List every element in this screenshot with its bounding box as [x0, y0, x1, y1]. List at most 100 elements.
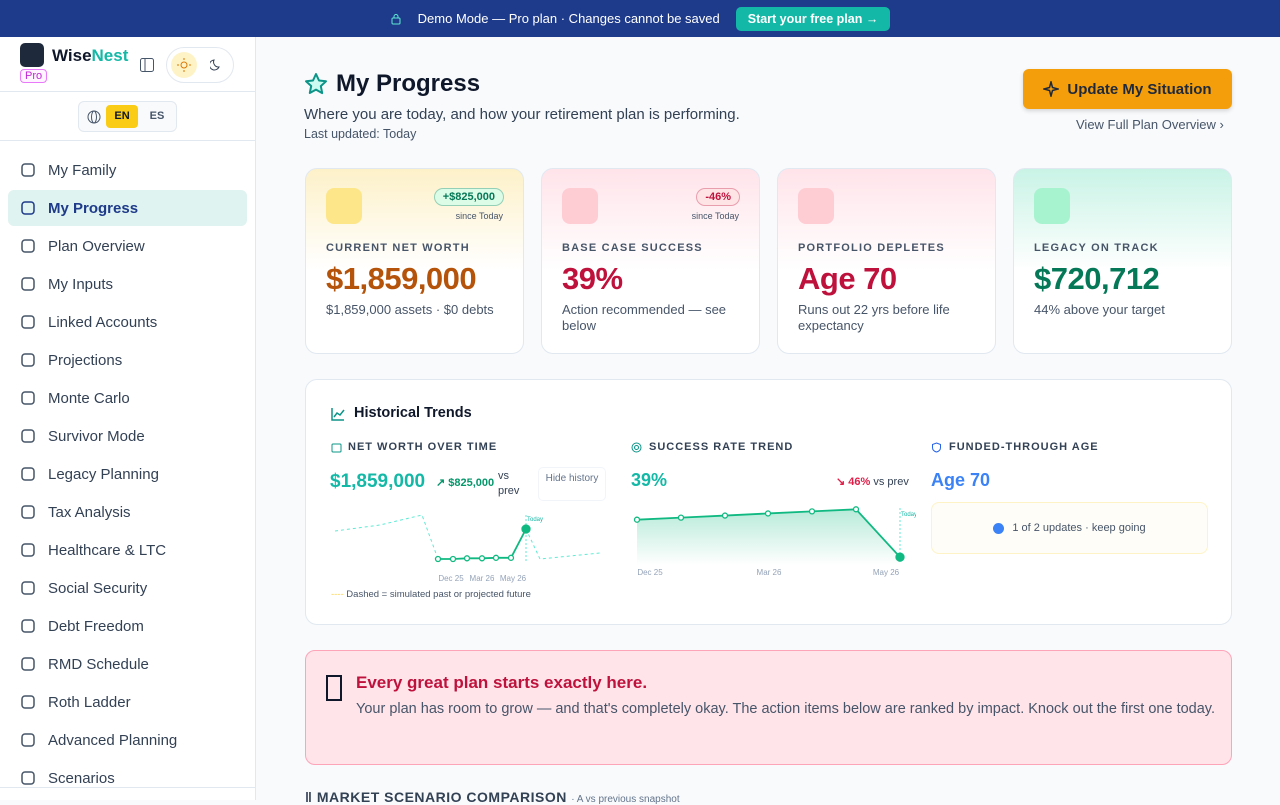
brand-b: Nest [91, 46, 129, 65]
x-label: May 26 [873, 568, 900, 577]
icon-shape [21, 201, 35, 215]
star-icon [305, 73, 327, 95]
change-note: vs prev [873, 476, 909, 488]
icon-shape [21, 163, 35, 177]
nav-item[interactable]: Roth Ladder [8, 684, 247, 720]
nav-item[interactable]: My Family [8, 152, 247, 188]
nav-icon [21, 163, 35, 177]
divider [0, 787, 255, 788]
nav-item[interactable]: RMD Schedule [8, 646, 247, 682]
nav-item[interactable]: My Progress [8, 190, 247, 226]
card-value: $720,712 [1034, 261, 1160, 296]
summary-card: BASE CASE SUCCESS 39% Action recommended —… [541, 168, 760, 354]
trend-point [434, 555, 442, 563]
nav-item[interactable]: Social Security [8, 570, 247, 606]
free-plan-button[interactable]: Start your free plan → [735, 6, 891, 31]
icon-shape [21, 619, 35, 633]
nav-item[interactable]: Advanced Planning [8, 722, 247, 758]
success-change: ↘ 46% vs prev [836, 476, 909, 488]
success-value: 39% [631, 470, 668, 490]
nav-item[interactable]: Healthcare & LTC [8, 532, 247, 568]
nav-icon [21, 657, 35, 671]
nav-label: Advanced Planning [48, 731, 178, 749]
nav-icon [21, 201, 35, 215]
nav-item[interactable]: Plan Overview [8, 228, 247, 264]
trend-point [895, 552, 905, 562]
card-value: $1,859,000 [326, 261, 477, 296]
brand-a: Wise [52, 46, 92, 65]
net-worth-label: NET WORTH OVER TIME [348, 441, 498, 453]
language-es[interactable]: ES [149, 110, 165, 122]
moon-icon[interactable] [210, 59, 222, 71]
nav-icon [21, 695, 35, 709]
net-worth-chart: Dec 25 Mar 26 May 26 Today [334, 514, 601, 583]
card-value: Age 70 [798, 261, 897, 296]
nav-item[interactable]: Monte Carlo [8, 380, 247, 416]
divider [0, 140, 255, 141]
card-label: LEGACY ON TRACK [1034, 242, 1159, 254]
plan-badge: Pro [20, 69, 48, 83]
x-label: Dec 25 [637, 568, 663, 577]
x-label: Mar 26 [757, 568, 782, 577]
icon-shape [21, 543, 35, 557]
trend-point [677, 514, 685, 521]
nav-item[interactable]: Scenarios [8, 760, 247, 796]
card-icon [326, 188, 362, 224]
language-switch: EN ES [78, 101, 177, 132]
change-value: $825,000 [448, 477, 495, 489]
nav-label: My Family [48, 161, 117, 179]
nav-icon [21, 353, 35, 367]
funded-value: Age 70 [931, 470, 991, 490]
section-title-text: MARKET SCENARIO COMPARISON [316, 789, 567, 805]
projected-line [525, 528, 601, 560]
nav-item[interactable]: Debt Freedom [8, 608, 247, 644]
nav-item[interactable]: Tax Analysis [8, 494, 247, 530]
today-label: Today [901, 512, 916, 518]
icon-shape [21, 695, 35, 709]
plan-overview-link[interactable]: View Full Plan Overview › [1076, 117, 1224, 132]
funded-note: 1 of 2 updates · keep going [1012, 522, 1146, 534]
icon-shape [21, 429, 35, 443]
progress-dot [993, 522, 1005, 534]
trend-point [633, 516, 641, 523]
light-option[interactable] [171, 52, 197, 78]
card-badge-note: since Today [455, 211, 503, 221]
nav-item[interactable]: My Inputs [8, 266, 247, 302]
nav-item[interactable]: Survivor Mode [8, 418, 247, 454]
card-badge: +$825,000 [433, 188, 504, 206]
alert-title: Every great plan starts exactly here. [356, 673, 648, 692]
theme-toggle[interactable] [166, 47, 234, 83]
chart-icon [331, 408, 345, 421]
nav-item[interactable]: Linked Accounts [8, 304, 247, 340]
simulated-past-line [334, 514, 439, 560]
icon-shape [21, 733, 35, 747]
hide-history-button[interactable]: Hide history [538, 467, 606, 501]
logo [20, 43, 44, 67]
trends-title: Historical Trends [354, 405, 472, 421]
calendar-icon [331, 443, 342, 453]
nav-label: Legacy Planning [48, 465, 159, 483]
demo-banner: Demo Mode — Pro plan · Changes cannot be… [0, 0, 1280, 37]
nav-icon [21, 581, 35, 595]
collapse-button[interactable] [139, 57, 155, 73]
nav-item[interactable]: Projections [8, 342, 247, 378]
icon-shape [21, 771, 35, 785]
nav-label: My Inputs [48, 275, 114, 293]
nav-icon [21, 277, 35, 291]
lock-icon [391, 13, 401, 24]
page-title: My Progress [336, 70, 481, 97]
card-detail: 44% above your target [1034, 302, 1165, 317]
card-icon [798, 188, 834, 224]
nav-icon [21, 619, 35, 633]
legend-text: Dashed = simulated past or projected fut… [346, 589, 531, 600]
icon-shape [21, 391, 35, 405]
trend-point [492, 554, 500, 561]
update-button[interactable]: Update My Situation [1023, 69, 1232, 109]
nav-item[interactable]: Legacy Planning [8, 456, 247, 492]
nav-icon [21, 505, 35, 519]
sparkle-icon [1043, 81, 1060, 97]
x-label: May 26 [500, 574, 527, 583]
page-subtitle: Where you are today, and how your retire… [304, 106, 740, 123]
language-en[interactable]: EN [106, 105, 138, 128]
success-label: SUCCESS RATE TREND [649, 441, 794, 453]
